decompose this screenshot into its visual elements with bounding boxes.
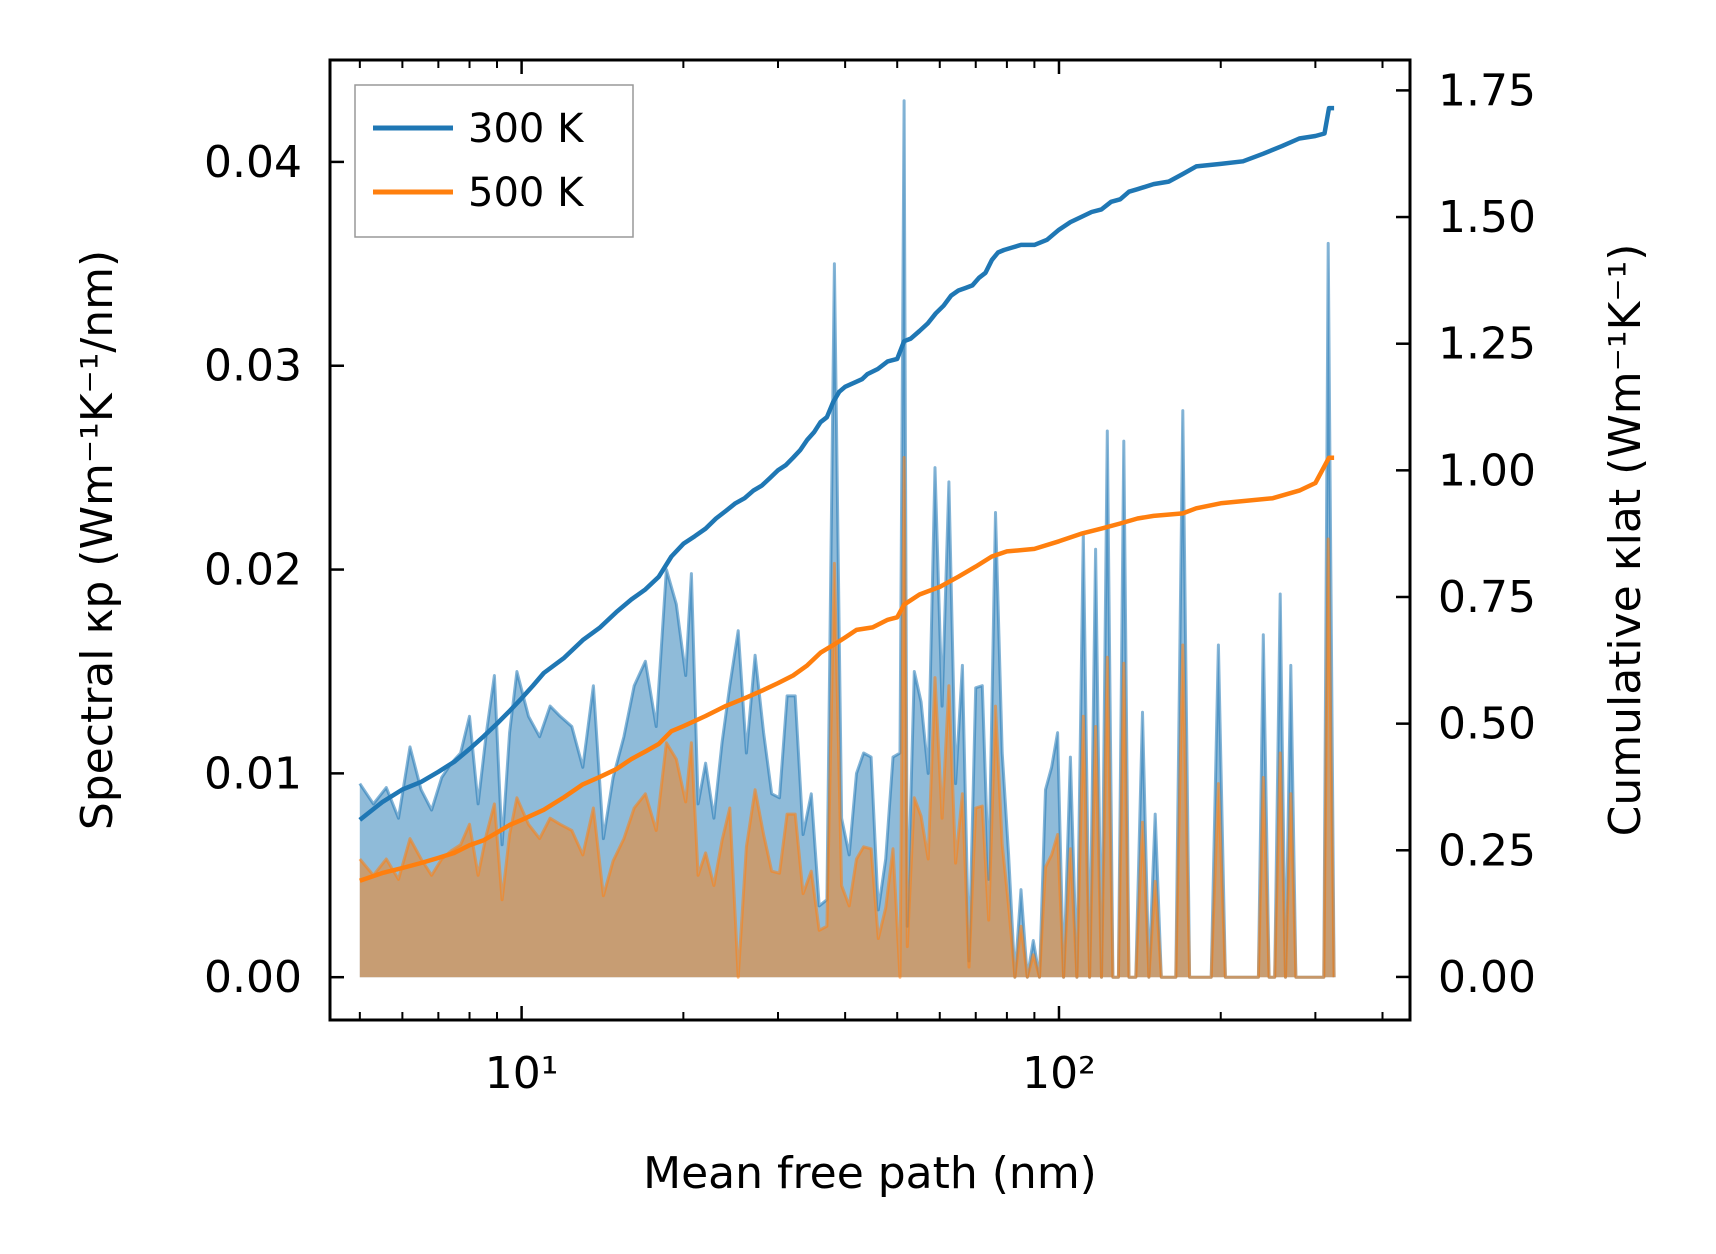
line-500-k-spectral [358, 456, 1336, 979]
y-right-tick-label: 0.50 [1438, 699, 1536, 750]
x-axis-title: Mean free path (nm) [643, 1148, 1097, 1199]
legend: 300 K 500 K [354, 84, 634, 238]
y-left-tick-label: 0.02 [204, 545, 302, 596]
y-right-tick-label: 1.25 [1438, 319, 1536, 370]
ticks-layer: 0.00 0.01 0.02 0.03 0.04 0.00 0.25 0.50 0.75 1.00… [204, 60, 1536, 1099]
cumulative-line-500-k [359, 455, 1335, 883]
area-500-k-spectral [359, 457, 1335, 978]
y-axis-right-title: Cumulative κlat (Wm⁻¹K⁻¹) [1600, 244, 1651, 837]
y-right-tick-label: 1.00 [1438, 445, 1536, 496]
y-left-tick-label: 0.00 [204, 952, 302, 1003]
y-right-tick-label: 1.50 [1438, 192, 1536, 243]
y-axis-left-title: Spectral κp (Wm⁻¹K⁻¹/nm) [72, 250, 123, 830]
y-left-tick-label: 0.01 [204, 748, 302, 799]
y-right-tick-label: 1.75 [1438, 65, 1536, 116]
legend-label-500k: 500 K [468, 170, 585, 216]
y-left-tick-label: 0.04 [204, 137, 302, 188]
cumulative-line-300-k [358, 105, 1335, 822]
x-tick-label: 10¹ [485, 1048, 559, 1099]
y-right-tick-label: 0.00 [1438, 952, 1536, 1003]
x-tick-label: 10² [1022, 1048, 1096, 1099]
y-right-tick-label: 0.75 [1438, 572, 1536, 623]
plot-frame [328, 58, 1412, 1022]
y-right-tick-label: 0.25 [1438, 825, 1536, 876]
legend-label-300k: 300 K [468, 106, 585, 152]
legend-box [354, 84, 634, 238]
series-layer [358, 99, 1336, 979]
y-left-tick-label: 0.03 [204, 341, 302, 392]
